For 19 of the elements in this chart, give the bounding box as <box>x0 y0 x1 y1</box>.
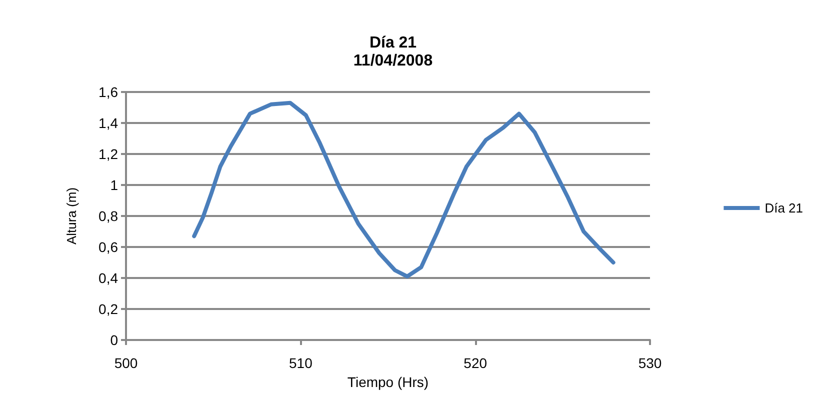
x-tick-label: 520 <box>464 355 488 371</box>
legend-label: Día 21 <box>764 200 804 216</box>
x-tick-label: 510 <box>288 355 313 371</box>
chart-title: Día 21 <box>369 34 417 52</box>
x-tick-label: 500 <box>114 355 138 371</box>
y-tick-label: 0,4 <box>98 270 118 286</box>
line-series <box>192 100 616 278</box>
x-tick-label: 530 <box>638 355 662 371</box>
y-tick-label: 0,2 <box>98 301 118 317</box>
y-tick-label: 0 <box>110 332 118 348</box>
y-tick-label: 1,4 <box>98 115 118 131</box>
y-tick-label: 0,8 <box>98 208 118 224</box>
chart-subtitle: 11/04/2008 <box>353 52 433 70</box>
y-tick-label: 1,2 <box>98 146 118 162</box>
y-tick-label: 1,6 <box>98 84 118 100</box>
x-axis-title: Tiempo (Hrs) <box>347 374 429 390</box>
y-axis-title: Altura (m) <box>64 187 79 245</box>
y-tick-label: 1 <box>110 177 118 193</box>
y-tick-label: 0,6 <box>98 239 118 255</box>
